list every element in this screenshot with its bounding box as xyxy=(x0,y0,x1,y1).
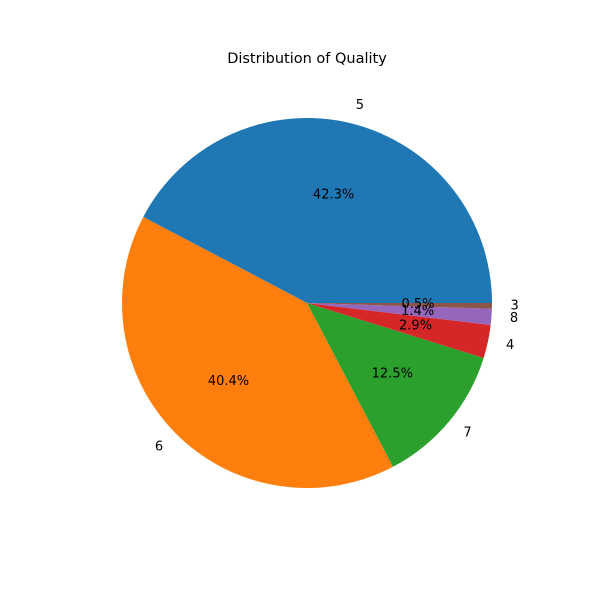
pie-slices xyxy=(121,117,493,489)
slice-percent-label-6: 40.4% xyxy=(208,374,249,389)
pie-slice-7 xyxy=(307,303,484,467)
pie-slice-6 xyxy=(121,216,394,489)
slice-percent-label-5: 42.3% xyxy=(313,188,354,203)
slice-percent-label-7: 12.5% xyxy=(372,367,413,382)
slice-category-label-7: 7 xyxy=(463,426,471,441)
slice-category-label-4: 4 xyxy=(506,338,514,353)
pie-slice-8 xyxy=(307,303,492,326)
pie-labels: 5 42.3% 6 40.4% 7 12.5% 4 2.9% 8 1.4% 3 0.5% xyxy=(155,98,519,454)
pie-slice-3 xyxy=(307,303,492,309)
slice-category-label-5: 5 xyxy=(356,98,364,113)
pie-slice-5 xyxy=(143,117,493,303)
slice-percent-label-8: 1.4% xyxy=(401,304,434,319)
slice-category-label-8: 8 xyxy=(510,311,518,326)
slice-category-label-6: 6 xyxy=(155,439,163,454)
slice-percent-label-4: 2.9% xyxy=(399,319,432,334)
chart-title: Distribution of Quality xyxy=(227,51,387,67)
slice-percent-label-3: 0.5% xyxy=(401,297,434,312)
slice-category-label-3: 3 xyxy=(510,299,518,314)
pie-slice-4 xyxy=(307,303,491,358)
